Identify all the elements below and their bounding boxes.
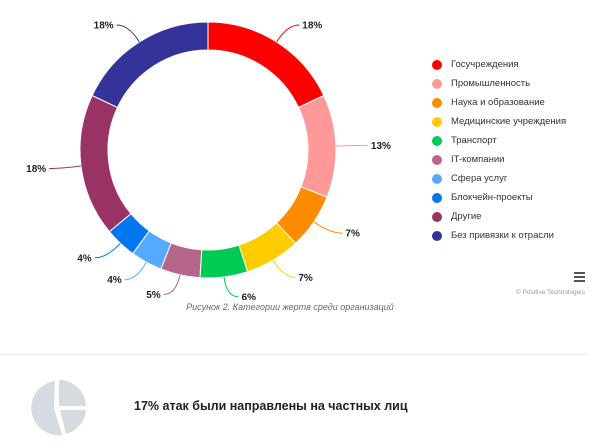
data-label-4: 6% bbox=[242, 292, 257, 300]
menu-icon[interactable] bbox=[574, 272, 585, 284]
slice-0[interactable] bbox=[207, 21, 325, 109]
data-label-6: 4% bbox=[107, 275, 122, 286]
legend-marker bbox=[432, 173, 442, 184]
credit: © Positive Technologies bbox=[516, 289, 585, 296]
data-label-8: 18% bbox=[26, 164, 46, 175]
legend-item[interactable]: Сфера услуг bbox=[432, 169, 566, 188]
legend-marker bbox=[432, 97, 442, 108]
legend-marker bbox=[432, 78, 442, 89]
legend-label: Госучреждения bbox=[451, 59, 519, 70]
legend-item[interactable]: Госучреждения bbox=[432, 55, 566, 74]
legend-item[interactable]: Медицинские учреждения bbox=[432, 112, 566, 131]
slice-9[interactable] bbox=[91, 21, 209, 109]
leader-line-9 bbox=[116, 24, 140, 43]
legend-marker bbox=[432, 211, 442, 222]
legend-item[interactable]: Другие bbox=[432, 207, 566, 226]
legend-item[interactable]: Промышленность bbox=[432, 74, 566, 93]
slice-4[interactable] bbox=[199, 244, 249, 279]
leader-line-3 bbox=[272, 259, 296, 278]
donut-chart: 18% 13% 7% 7% 6% 5% 4% 4% 18% 18% bbox=[26, 21, 391, 300]
legend-label: Сфера услуг bbox=[451, 173, 508, 184]
leader-line-5 bbox=[163, 274, 181, 295]
legend-item[interactable]: Транспорт bbox=[432, 131, 566, 150]
legend-marker bbox=[432, 116, 442, 127]
legend-label: Медицинские учреждения bbox=[451, 116, 567, 127]
data-label-7: 4% bbox=[77, 253, 92, 264]
legend-item[interactable]: Блокчейн-проекты bbox=[432, 188, 566, 207]
legend-marker bbox=[432, 192, 442, 203]
legend-label: Другие bbox=[451, 211, 482, 222]
leader-line-6 bbox=[124, 261, 147, 281]
data-label-3: 7% bbox=[298, 273, 313, 284]
legend-label: Блокчейн-проекты bbox=[451, 192, 533, 203]
chart-caption: Рисунок 2. Категории жертв среди организ… bbox=[186, 302, 394, 312]
legend-label: Наука и образование bbox=[451, 97, 545, 108]
legend-marker bbox=[432, 135, 442, 146]
leader-line-4 bbox=[223, 276, 239, 298]
leader-line-2 bbox=[313, 221, 343, 234]
leader-line-8 bbox=[49, 165, 82, 170]
data-label-1: 13% bbox=[371, 141, 391, 152]
leader-line-1 bbox=[335, 144, 368, 147]
legend-label: Промышленность bbox=[451, 78, 531, 89]
legend-item[interactable]: Без привязки к отрасли bbox=[432, 226, 566, 245]
legend-marker bbox=[432, 154, 442, 165]
data-label-5: 5% bbox=[146, 290, 161, 300]
legend-item[interactable]: IT-компании bbox=[432, 150, 566, 169]
legend-label: Без привязки к отрасли bbox=[451, 230, 554, 241]
data-label-2: 7% bbox=[345, 229, 360, 240]
fact-text: 17% атак были направлены на частных лиц bbox=[134, 399, 408, 413]
data-label-9: 18% bbox=[94, 21, 114, 32]
legend-label: IT-компании bbox=[451, 154, 505, 165]
data-label-0: 18% bbox=[302, 21, 322, 32]
leader-line-0 bbox=[276, 24, 300, 43]
divider bbox=[0, 354, 588, 355]
slice-8[interactable] bbox=[79, 94, 132, 233]
slice-1[interactable] bbox=[297, 94, 337, 198]
legend-label: Транспорт bbox=[451, 135, 497, 146]
legend-marker bbox=[432, 230, 442, 241]
legend-item[interactable]: Наука и образование bbox=[432, 93, 566, 112]
legend: Госучреждения Промышленность Наука и образ… bbox=[432, 55, 566, 245]
leader-line-7 bbox=[94, 242, 121, 259]
pie-chart-icon bbox=[31, 380, 86, 436]
legend-marker bbox=[432, 59, 442, 70]
